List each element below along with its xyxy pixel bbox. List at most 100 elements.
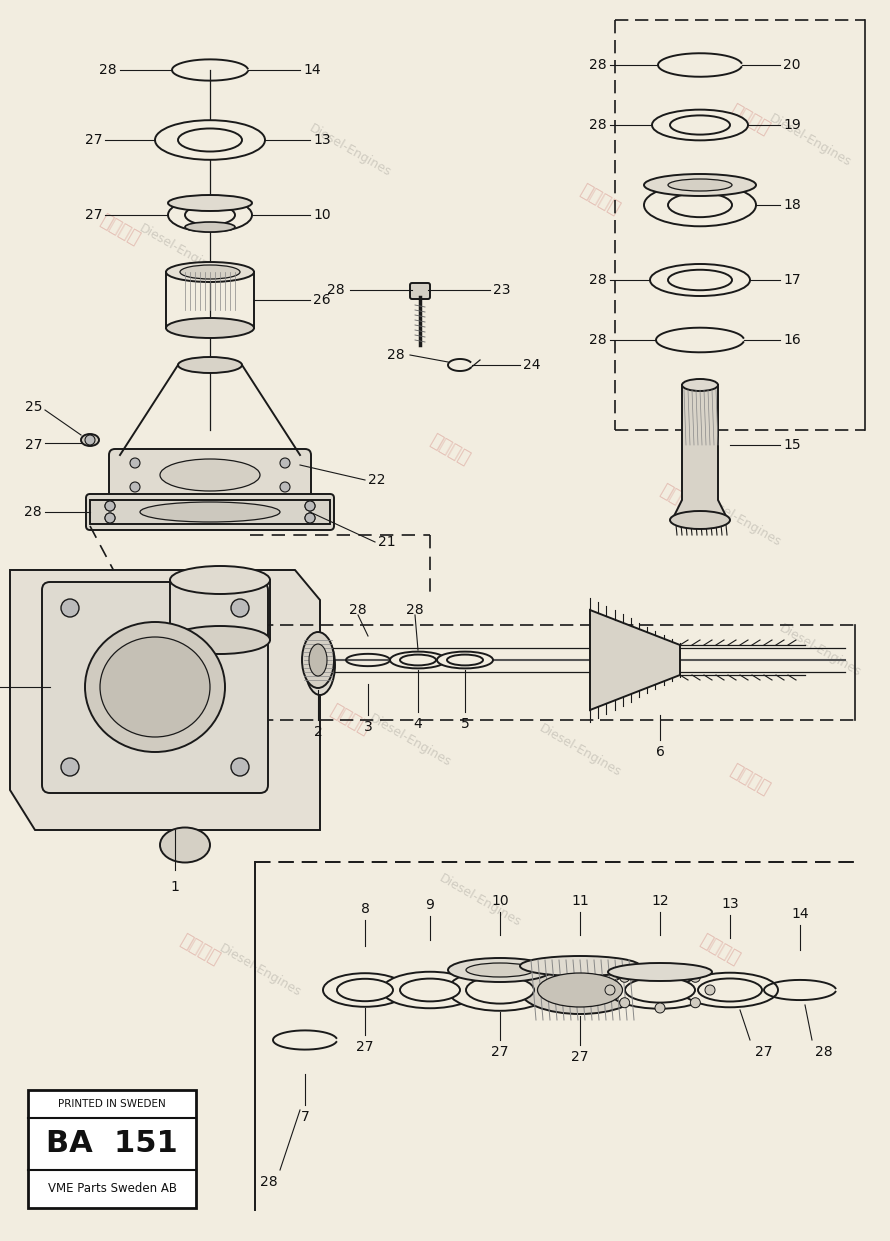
Text: BA  151: BA 151 (46, 1129, 178, 1159)
Text: 10: 10 (313, 208, 330, 222)
Ellipse shape (644, 174, 756, 196)
Ellipse shape (650, 264, 750, 297)
Ellipse shape (382, 972, 478, 1008)
Ellipse shape (520, 965, 640, 1014)
Circle shape (61, 599, 79, 617)
FancyBboxPatch shape (42, 582, 268, 793)
Ellipse shape (520, 956, 640, 975)
Text: 1: 1 (171, 880, 180, 894)
Text: 28: 28 (589, 273, 607, 287)
Ellipse shape (670, 115, 730, 134)
Text: Diesel-Engines: Diesel-Engines (137, 221, 223, 279)
Text: 紫发动力: 紫发动力 (427, 432, 473, 469)
FancyBboxPatch shape (86, 494, 334, 530)
Ellipse shape (178, 129, 242, 151)
Text: 27: 27 (356, 1040, 374, 1054)
Text: 27: 27 (85, 133, 102, 146)
Circle shape (705, 985, 715, 995)
Circle shape (605, 985, 615, 995)
Ellipse shape (625, 978, 695, 1003)
Text: 24: 24 (523, 357, 540, 372)
Ellipse shape (166, 262, 254, 282)
Text: Diesel-Engines: Diesel-Engines (766, 112, 854, 169)
Ellipse shape (168, 199, 252, 232)
Ellipse shape (337, 979, 393, 1001)
Circle shape (280, 482, 290, 491)
Text: 25: 25 (25, 400, 42, 414)
Text: 紫发动力: 紫发动力 (727, 102, 773, 139)
Text: 紫发动力: 紫发动力 (697, 932, 743, 968)
Text: 16: 16 (783, 333, 801, 347)
Text: 紫发动力: 紫发动力 (727, 762, 773, 798)
FancyBboxPatch shape (28, 1090, 196, 1207)
Ellipse shape (178, 357, 242, 374)
Ellipse shape (185, 222, 235, 232)
Text: 28: 28 (589, 118, 607, 132)
Ellipse shape (85, 622, 225, 752)
Ellipse shape (466, 963, 534, 977)
Circle shape (280, 458, 290, 468)
Text: 21: 21 (378, 535, 396, 549)
Text: 紫发动力: 紫发动力 (77, 681, 123, 719)
Ellipse shape (644, 184, 756, 226)
Text: 17: 17 (783, 273, 801, 287)
Text: 7: 7 (301, 1109, 310, 1124)
Text: 11: 11 (571, 894, 589, 908)
Text: 28: 28 (328, 283, 345, 297)
Circle shape (105, 513, 115, 522)
Ellipse shape (390, 652, 446, 669)
Ellipse shape (180, 266, 240, 279)
Ellipse shape (160, 459, 260, 491)
Ellipse shape (608, 963, 712, 980)
Text: 28: 28 (387, 347, 405, 362)
Text: 27: 27 (571, 1050, 589, 1064)
Text: 23: 23 (493, 283, 511, 297)
Text: Diesel-Engines: Diesel-Engines (437, 871, 523, 928)
Text: Diesel-Engines: Diesel-Engines (537, 721, 623, 779)
Ellipse shape (170, 566, 270, 594)
Text: 28: 28 (406, 603, 424, 617)
Circle shape (619, 998, 629, 1008)
Text: 10: 10 (491, 894, 509, 908)
Text: 紫发动力: 紫发动力 (327, 701, 373, 738)
Text: 28: 28 (24, 505, 42, 519)
Text: 28: 28 (100, 63, 117, 77)
Text: PRINTED IN SWEDEN: PRINTED IN SWEDEN (58, 1100, 166, 1109)
Text: 4: 4 (414, 717, 423, 731)
Ellipse shape (668, 179, 732, 191)
Text: 26: 26 (313, 293, 330, 307)
Circle shape (105, 513, 115, 522)
Text: 9: 9 (425, 898, 434, 912)
Text: Diesel-Engines: Diesel-Engines (307, 122, 393, 179)
Text: 19: 19 (783, 118, 801, 132)
Text: 27: 27 (25, 438, 42, 452)
Text: 13: 13 (313, 133, 330, 146)
Text: 6: 6 (656, 745, 665, 759)
Text: 27: 27 (755, 1045, 773, 1059)
Text: Diesel-Engines: Diesel-Engines (777, 622, 863, 679)
Ellipse shape (682, 973, 778, 1008)
Circle shape (691, 998, 700, 1008)
Circle shape (691, 972, 700, 983)
Circle shape (305, 501, 315, 511)
Text: 28: 28 (815, 1045, 833, 1059)
Ellipse shape (682, 379, 718, 391)
Text: 紫发动力: 紫发动力 (657, 482, 703, 519)
Circle shape (85, 436, 95, 446)
Ellipse shape (652, 109, 748, 140)
Ellipse shape (185, 205, 235, 225)
Ellipse shape (323, 973, 407, 1006)
Ellipse shape (668, 192, 732, 217)
Text: 28: 28 (349, 603, 367, 617)
Text: 28: 28 (589, 333, 607, 347)
Circle shape (130, 458, 140, 468)
Ellipse shape (170, 625, 270, 654)
Ellipse shape (160, 828, 210, 862)
Circle shape (305, 501, 315, 511)
Text: 紫发动力: 紫发动力 (177, 932, 223, 968)
Polygon shape (10, 570, 320, 830)
Circle shape (655, 1003, 665, 1013)
Ellipse shape (670, 511, 730, 529)
Ellipse shape (309, 644, 327, 676)
Text: Diesel-Engines: Diesel-Engines (157, 472, 243, 529)
